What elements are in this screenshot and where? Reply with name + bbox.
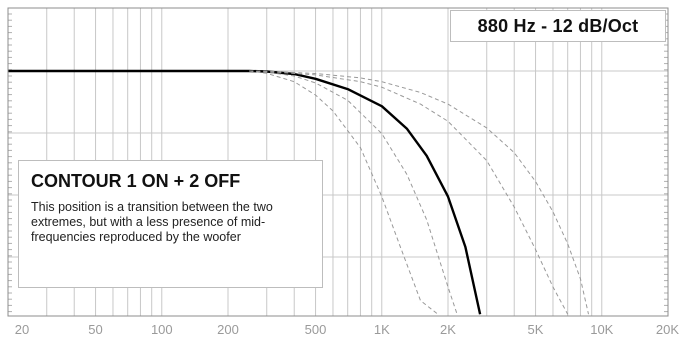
chart-title-box: 880 Hz - 12 dB/Oct [450, 10, 666, 42]
response-curves [8, 69, 589, 315]
chart-title: 880 Hz - 12 dB/Oct [477, 15, 639, 36]
info-heading: CONTOUR 1 ON + 2 OFF [31, 171, 241, 191]
active-response-curve [8, 69, 482, 315]
x-tick-label: 10K [590, 322, 613, 337]
x-tick-label: 500 [305, 322, 327, 337]
x-tick-label: 200 [217, 322, 239, 337]
dashed-reference-curve [249, 70, 439, 315]
x-tick-label: 100 [151, 322, 173, 337]
dashed-reference-curve [249, 70, 458, 315]
x-tick-label: 1K [374, 322, 390, 337]
x-tick-label: 2K [440, 322, 456, 337]
plot-border [7, 7, 669, 317]
x-tick-label: 20 [15, 322, 29, 337]
x-tick-label: 5K [528, 322, 544, 337]
dashed-reference-curve [249, 70, 569, 315]
x-tick-labels: 20 50 100 200 500 1K 2K 5K 10K 20K [15, 322, 680, 337]
dashed-reference-curve [249, 70, 589, 315]
info-text: This position is a transition between th… [31, 200, 273, 244]
x-tick-label: 50 [88, 322, 102, 337]
info-box: CONTOUR 1 ON + 2 OFF This position is a … [18, 160, 323, 288]
x-tick-label: 20K [656, 322, 679, 337]
